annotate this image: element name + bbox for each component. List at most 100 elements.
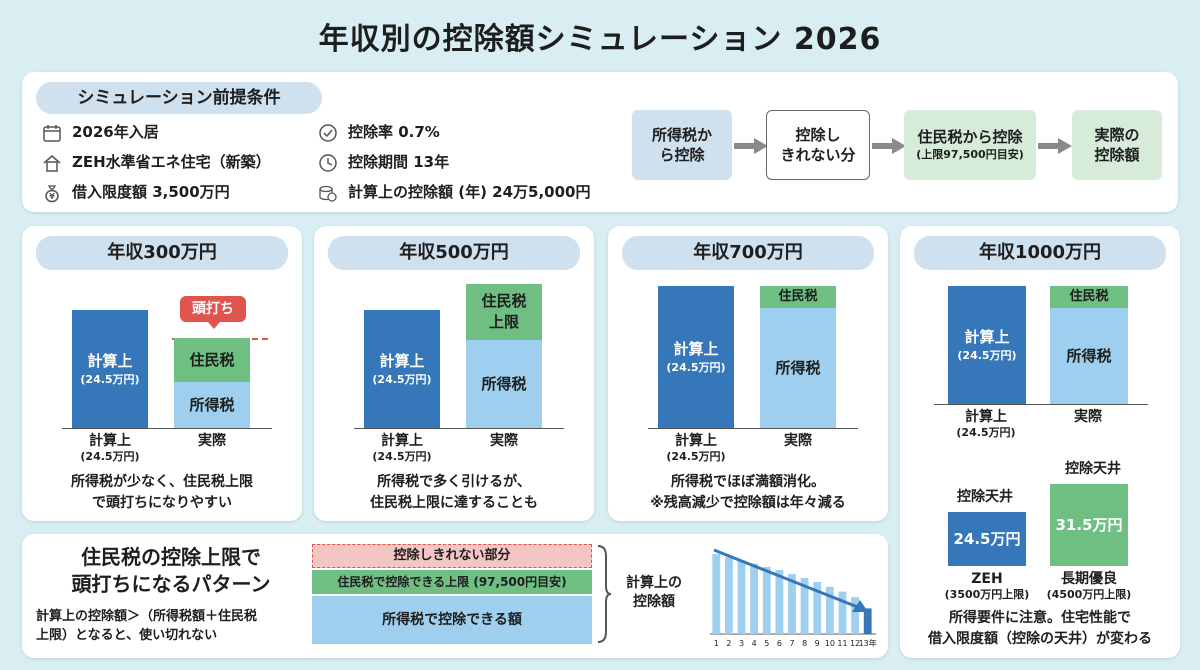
chart-tick-label: 8 (802, 639, 807, 648)
label-calc: 計算上 (24.5万円) (372, 433, 432, 464)
bar-calc: 計算上 (24.5万円) (72, 310, 148, 428)
premise-list: 2026年入居 ZEH水準省エネ住宅（新築） ¥ 借入限度額 3,500万円 控除… (42, 120, 642, 208)
layer-unused: 控除しきれない部分 (312, 544, 592, 568)
panel-1000: 年収1000万円 計算上 (24.5万円) 住民税 所得税 計算上 (24.5万… (900, 226, 1180, 658)
chart-bar (750, 563, 759, 634)
label-actual: 実際 (490, 433, 518, 449)
pattern-heading: 住民税の控除上限で 頭打ちになるパターン (71, 545, 271, 596)
chart-bar (788, 574, 796, 634)
chart-tick-label: 1 (714, 639, 719, 648)
label-calc: 計算上 (24.5万円) (956, 409, 1016, 440)
chart-tick-label: 11 (837, 639, 847, 648)
layer-resident: 住民税で控除できる上限 (97,500円目安) (312, 570, 592, 594)
bar-calc: 計算上 (24.5万円) (364, 310, 440, 428)
baseline (648, 428, 858, 429)
panel-heading: 年収500万円 (328, 236, 580, 270)
chart-tick-label: 4 (752, 639, 757, 648)
calendar-icon (42, 123, 64, 143)
label-zeh: ZEH (3500万円上限) (944, 571, 1030, 602)
label-actual: 実際 (1074, 409, 1102, 425)
layer-income: 所得税で控除できる額 (312, 596, 592, 644)
pattern-card: 住民税の控除上限で 頭打ちになるパターン 計算上の控除額＞（所得税額＋住民税 上… (22, 534, 888, 658)
bar-calc: 計算上 (24.5万円) (948, 286, 1026, 404)
chart-bar (712, 554, 721, 634)
label-long: 長期優良 (4500万円上限) (1046, 571, 1132, 602)
panel-heading: 年収1000万円 (914, 236, 1166, 270)
bar-income: 所得税 (174, 382, 250, 428)
chart-tick-label: 6 (777, 639, 782, 648)
label-actual: 実際 (784, 433, 812, 449)
flow-step-income-tax: 所得税か ら控除 (632, 110, 732, 180)
chart-bar (725, 557, 733, 634)
chart-tick-label: 10 (825, 639, 835, 648)
clock-icon (318, 153, 340, 173)
flow-step-actual: 実際の 控除額 (1072, 110, 1162, 180)
trend-arrow (713, 548, 861, 610)
bar-income: 所得税 (760, 308, 836, 428)
chart-tick-label: 9 (815, 639, 820, 648)
panel-700: 年収700万円 計算上 (24.5万円) 住民税 所得税 計算上 (24.5万円… (608, 226, 888, 521)
cap-tag: 頭打ち (180, 296, 246, 322)
bar-calc: 計算上 (24.5万円) (658, 286, 734, 428)
bar-income: 所得税 (1050, 308, 1128, 404)
trend-arrow-head (852, 600, 868, 612)
baseline (934, 404, 1148, 405)
premise-item: 2026年入居 (42, 120, 159, 144)
bar-income: 所得税 (466, 340, 542, 428)
panel-500: 年収500万円 計算上 (24.5万円) 住民税 上限 所得税 計算上 (24.… (314, 226, 594, 521)
label-calc: 計算上 (24.5万円) (80, 433, 140, 464)
tag-pointer (208, 322, 220, 329)
flow-step-resident-tax: 住民税から控除 (上限97,500円目安) (904, 110, 1036, 180)
chart-tick-label: 5 (764, 639, 769, 648)
bar-resident: 住民税 上限 (466, 284, 542, 340)
baseline (354, 428, 564, 429)
flow-step-remainder: 控除し きれない分 (766, 110, 870, 180)
chart-tick-label: 12 (850, 639, 860, 648)
bar-zeh: 24.5万円 (948, 512, 1026, 566)
arrow-right-icon (1038, 138, 1072, 154)
premise-item: 計算上の控除額 (年) 24万5,000円 (318, 180, 590, 204)
chart-bar (813, 582, 822, 634)
chart-bar (800, 578, 809, 634)
bar-resident: 住民税 (174, 338, 250, 382)
premise-card: シミュレーション前提条件 2026年入居 ZEH水準省エネ住宅（新築） ¥ 借入限… (22, 72, 1178, 212)
panel-heading: 年収300万円 (36, 236, 288, 270)
label-calc: 計算上 (24.5万円) (666, 433, 726, 464)
premise-heading: シミュレーション前提条件 (36, 82, 322, 114)
ceiling-label-long: 控除天井 (1065, 461, 1121, 477)
chart-bar (775, 570, 784, 634)
chart-bar (851, 597, 859, 634)
chart-bar (825, 586, 834, 634)
ceiling-label-zeh: 控除天井 (957, 489, 1013, 505)
premise-item: ¥ 借入限度額 3,500万円 (42, 180, 230, 204)
chart-tick-label: 13年 (859, 638, 877, 648)
pattern-description: 計算上の控除額＞（所得税額＋住民税 上限）となると、使い切れない (36, 609, 258, 643)
chart-bar (863, 608, 872, 634)
money-bag-icon: ¥ (42, 183, 64, 203)
chart-tick-label: 3 (739, 639, 744, 648)
svg-text:¥: ¥ (49, 192, 55, 201)
panel-300: 年収300万円 頭打ち 計算上 (24.5万円) 住民税 所得税 計算上 (24… (22, 226, 302, 521)
bar-resident: 住民税 (760, 286, 836, 308)
premise-item: ZEH水準省エネ住宅（新築） (42, 150, 271, 174)
arrow-right-icon (872, 138, 906, 154)
panel-heading: 年収700万円 (622, 236, 874, 270)
chart-tick-label: 7 (789, 639, 794, 648)
panel-note: 所得税が少なく、住民税上限 で頭打ちになりやすい (71, 474, 253, 511)
brace-icon (597, 545, 612, 643)
bar-resident: 住民税 (1050, 286, 1128, 308)
panel-note: 所得要件に注意。住宅性能で 借入限度額（控除の天井）が変わる (928, 610, 1152, 647)
coins-icon (318, 183, 340, 203)
premise-item: 控除率 0.7% (318, 120, 440, 144)
chart-tick-label: 2 (726, 639, 731, 648)
chart-bar (838, 591, 847, 634)
check-circle-icon (318, 123, 340, 143)
arrow-right-icon (734, 138, 768, 154)
house-icon (42, 153, 64, 173)
premise-item: 控除期間 13年 (318, 150, 449, 174)
bar-long: 31.5万円 (1050, 484, 1128, 566)
label-actual: 実際 (198, 433, 226, 449)
chart-bar (737, 560, 746, 634)
brace-label: 計算上の 控除額 (626, 575, 682, 610)
